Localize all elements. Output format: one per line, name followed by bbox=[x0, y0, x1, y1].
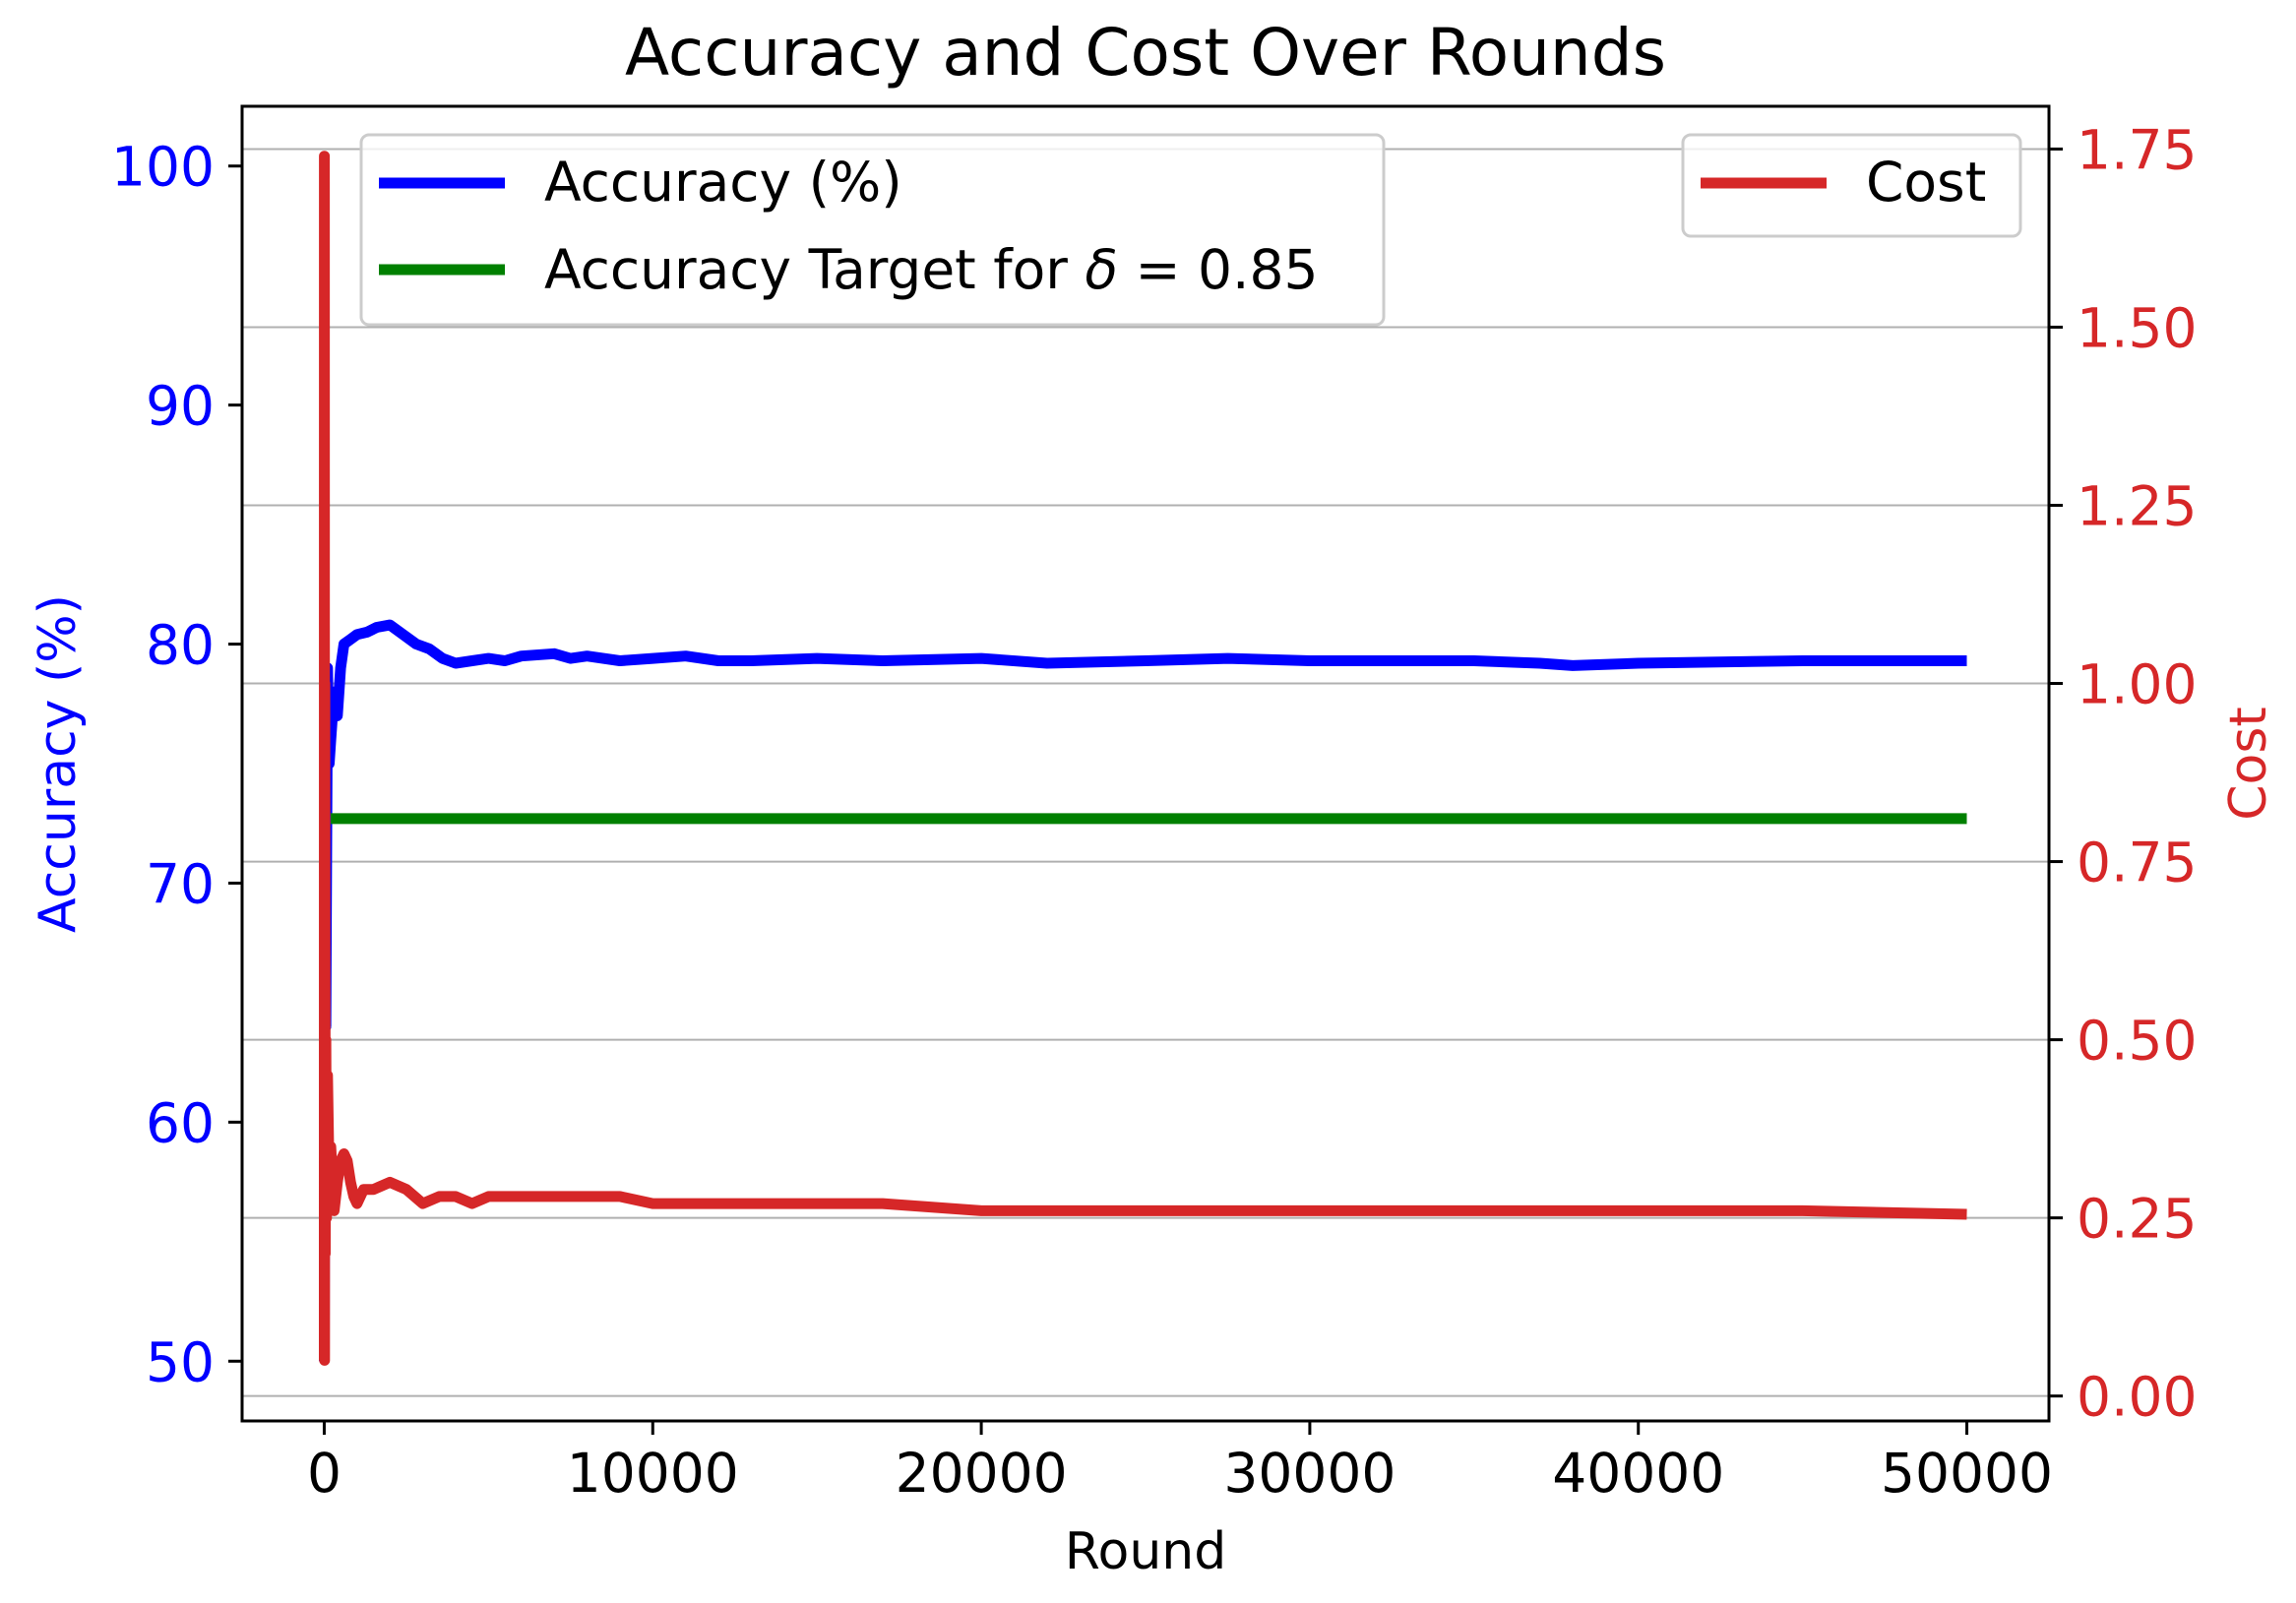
chart-title: Accuracy and Cost Over Rounds bbox=[625, 15, 1666, 91]
x-tick-label: 30000 bbox=[1223, 1442, 1396, 1505]
legend-accuracy-label: Accuracy (%) bbox=[544, 151, 902, 214]
legend-target-delta-symbol: δ bbox=[1085, 238, 1118, 301]
legend-cost-label: Cost bbox=[1866, 151, 1986, 214]
y-right-tick-label: 1.75 bbox=[2077, 118, 2197, 181]
legend-cost: Cost bbox=[1681, 133, 2022, 238]
y-right-tick-label: 0.50 bbox=[2077, 1010, 2197, 1073]
series-layer bbox=[319, 151, 1967, 1366]
y-right-tick-label: 1.25 bbox=[2077, 475, 2197, 538]
legend-target-label-prefix: Accuracy Target for bbox=[544, 238, 1085, 301]
y-right-tick-label: 0.00 bbox=[2077, 1366, 2197, 1429]
y-left-tick-label: 100 bbox=[111, 136, 215, 199]
legend-accuracy: Accuracy (%) Accuracy Target for δ = 0.8… bbox=[359, 133, 1386, 327]
y-left-tick-label: 90 bbox=[146, 375, 215, 438]
y-right-tick-label: 1.50 bbox=[2077, 296, 2197, 359]
y-left-axis: 50 60 70 80 90 100 bbox=[111, 136, 242, 1393]
x-tick-label: 0 bbox=[307, 1442, 341, 1505]
y-left-tick-label: 50 bbox=[146, 1330, 215, 1393]
y-right-tick-label: 0.25 bbox=[2077, 1188, 2197, 1251]
x-axis-label: Round bbox=[1065, 1522, 1227, 1581]
series-line-cost bbox=[319, 151, 1967, 1366]
x-tick-label: 40000 bbox=[1552, 1442, 1724, 1505]
y-left-tick-label: 60 bbox=[146, 1091, 215, 1154]
y-right-tick-label: 0.75 bbox=[2077, 832, 2197, 894]
y-left-axis-label: Accuracy (%) bbox=[29, 594, 88, 933]
x-tick-label: 50000 bbox=[1881, 1442, 2053, 1505]
legend-accuracy-frame bbox=[359, 133, 1386, 327]
legend-target-label-suffix: = 0.85 bbox=[1118, 238, 1319, 301]
plot-frame bbox=[240, 104, 2051, 1423]
legend-cost-frame bbox=[1681, 133, 2022, 238]
y-left-tick-label: 70 bbox=[146, 852, 215, 915]
legend-target-label: Accuracy Target for δ = 0.85 bbox=[544, 238, 1319, 301]
y-left-tick-label: 80 bbox=[146, 614, 215, 677]
x-axis: 0 10000 20000 30000 40000 50000 bbox=[307, 1421, 2053, 1505]
y-right-tick-label: 1.00 bbox=[2077, 653, 2197, 716]
x-tick-label: 20000 bbox=[896, 1442, 1068, 1505]
x-tick-label: 10000 bbox=[567, 1442, 739, 1505]
y-right-axis-label: Cost bbox=[2219, 707, 2278, 821]
series-line-accuracy bbox=[319, 619, 1967, 1362]
y-right-axis: 0.00 0.25 0.50 0.75 1.00 1.25 1.50 1.75 bbox=[2049, 118, 2197, 1429]
